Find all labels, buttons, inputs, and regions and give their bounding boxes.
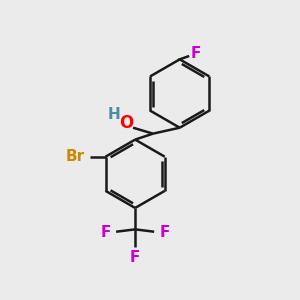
Text: H: H — [107, 107, 120, 122]
Text: O: O — [119, 114, 133, 132]
Text: F: F — [160, 225, 170, 240]
Text: F: F — [130, 250, 140, 266]
Text: F: F — [191, 46, 201, 62]
Text: F: F — [100, 225, 111, 240]
Text: Br: Br — [65, 149, 85, 164]
